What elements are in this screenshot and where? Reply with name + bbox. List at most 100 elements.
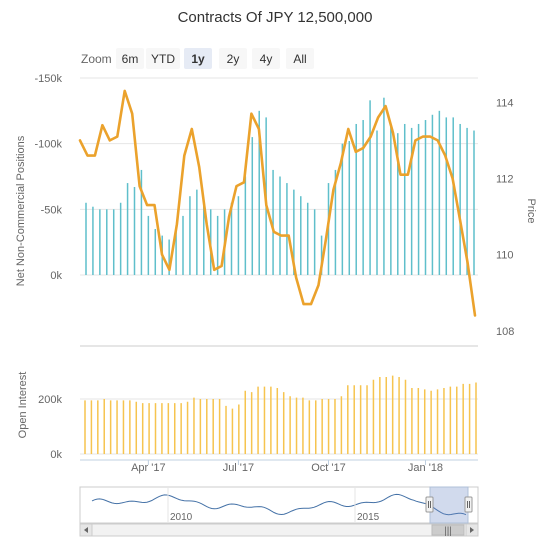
open-interest-bar — [238, 404, 240, 454]
open-interest-bar — [141, 403, 144, 454]
lower-pane: 200k 0k Open Interest — [17, 372, 478, 461]
net-position-bar — [300, 196, 302, 275]
right-tick-label: 110 — [496, 250, 514, 262]
net-position-bar — [147, 215, 150, 275]
open-interest-bar — [231, 408, 234, 454]
left-tick-label: -50k — [41, 204, 63, 216]
zoom-button-All[interactable] — [286, 48, 314, 69]
net-position-bar — [133, 187, 136, 275]
zoom-button-label-1y[interactable]: 1y — [191, 52, 205, 66]
zoom-button-label-All[interactable]: All — [293, 52, 306, 66]
zoom-button-label-4y[interactable]: 4y — [260, 52, 273, 66]
net-position-bar — [237, 196, 240, 275]
net-position-bar — [403, 123, 406, 275]
net-position-bar — [244, 176, 247, 275]
scrollbar-left-button[interactable] — [79, 523, 93, 537]
range-selector: Zoom 6m YTD 1y 2y 4y All — [81, 48, 314, 69]
open-interest-bar — [462, 383, 464, 454]
net-position-bar — [473, 130, 475, 275]
open-interest-bar — [417, 388, 420, 454]
open-interest-bar — [161, 403, 163, 454]
left-tick-label: 0k — [50, 270, 62, 282]
zoom-button-1y[interactable] — [184, 48, 212, 69]
x-tick-label: Jan '18 — [408, 462, 443, 474]
net-position-bar — [182, 215, 184, 275]
net-position-bar — [376, 130, 378, 275]
x-tick-label: Oct '17 — [311, 462, 346, 474]
x-tick-label: Jul '17 — [223, 462, 254, 474]
x-tick-label: Apr '17 — [131, 462, 166, 474]
open-interest-bar — [321, 399, 323, 454]
net-position-bar — [272, 169, 274, 275]
zoom-button-label-YTD[interactable]: YTD — [151, 52, 175, 66]
open-interest-bar — [135, 401, 138, 454]
net-position-bar — [424, 120, 427, 275]
navigator-series-line — [91, 493, 467, 516]
scrollbar[interactable]: ||| — [79, 523, 479, 537]
net-position-bar — [106, 209, 108, 275]
net-position-bar — [445, 117, 448, 276]
net-position-bar — [126, 183, 129, 275]
open-interest-tick-label: 200k — [38, 394, 62, 406]
left-axis-title: Net Non-Commercial Positions — [15, 135, 27, 286]
upper-pane: -150k -100k -50k 0k 114 112 110 108 Net Non-Co… — [15, 73, 537, 347]
scrollbar-grip: ||| — [444, 526, 452, 537]
open-interest-bar — [180, 403, 182, 454]
net-position-bar — [410, 127, 413, 275]
right-tick-label: 112 — [496, 173, 514, 185]
net-position-bar — [258, 110, 260, 275]
net-position-bar — [362, 120, 364, 275]
navigator-selected-range[interactable] — [429, 486, 469, 524]
open-interest-bar — [359, 385, 362, 454]
x-axis-ticks: Apr '17 Jul '17 Oct '17 Jan '18 — [131, 460, 443, 474]
zoom-button-label-2y[interactable]: 2y — [227, 52, 240, 66]
net-position-bar — [438, 110, 441, 275]
open-interest-bar — [475, 382, 477, 454]
navigator-tick-label: 2015 — [357, 512, 380, 523]
net-position-bar — [466, 127, 468, 275]
zoom-button-YTD[interactable] — [146, 48, 180, 69]
open-interest-bar — [340, 396, 343, 454]
open-interest-bar — [289, 396, 291, 454]
net-position-bar — [306, 202, 309, 275]
open-interest-bar — [443, 388, 445, 454]
net-position-bar — [431, 114, 434, 275]
navigator-left-handle[interactable] — [425, 496, 434, 513]
navigator-tick-label: 2010 — [170, 512, 193, 523]
open-interest-bar — [173, 403, 176, 454]
open-interest-bar — [263, 386, 266, 454]
open-interest-bar — [212, 399, 214, 454]
net-position-bar — [383, 97, 385, 275]
open-interest-bar — [109, 400, 112, 454]
net-position-bar — [216, 215, 219, 275]
open-interest-bar — [270, 386, 272, 454]
open-interest-bar — [97, 400, 99, 454]
zoom-button-label-6m[interactable]: 6m — [122, 52, 139, 66]
scrollbar-track[interactable] — [79, 523, 479, 537]
open-interest-bar — [449, 386, 452, 454]
open-interest-bar — [366, 385, 368, 454]
net-position-bar — [230, 202, 233, 275]
net-position-bar — [390, 123, 392, 275]
open-interest-bar — [391, 375, 394, 454]
open-interest-bar — [148, 403, 150, 454]
net-position-bar — [417, 123, 420, 275]
net-position-bar — [334, 169, 337, 275]
right-axis-ticks: 114 112 110 108 — [496, 97, 514, 337]
zoom-button-2y[interactable] — [219, 48, 247, 69]
net-position-bar — [112, 209, 115, 275]
net-position-bar — [189, 196, 191, 275]
navigator[interactable]: 2010 2015 — [79, 486, 479, 524]
zoom-button-6m[interactable] — [116, 48, 144, 69]
zoom-button-4y[interactable] — [252, 48, 280, 69]
scrollbar-right-button[interactable] — [465, 523, 479, 537]
net-position-bar — [251, 137, 254, 275]
open-interest-bar — [244, 390, 246, 454]
net-position-bar — [286, 183, 288, 275]
scrollbar-thumb[interactable] — [431, 524, 465, 536]
navigator-right-handle[interactable] — [464, 496, 473, 513]
left-tick-label: -100k — [34, 139, 62, 151]
open-interest-bar — [327, 399, 330, 454]
navigator-frame — [79, 486, 479, 524]
